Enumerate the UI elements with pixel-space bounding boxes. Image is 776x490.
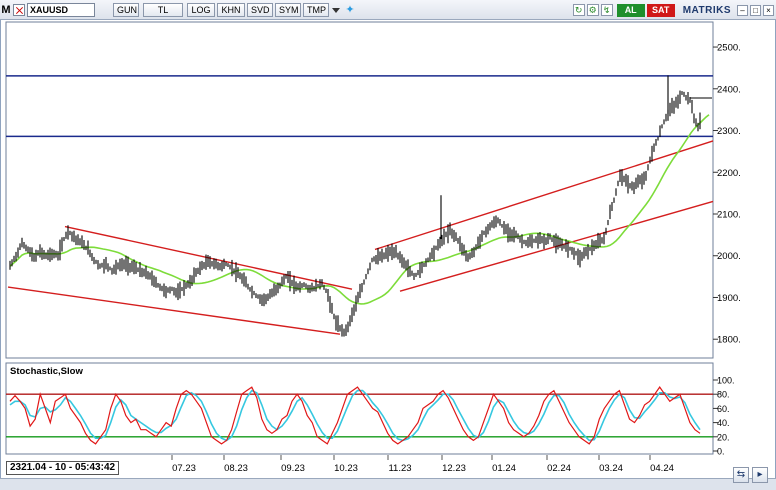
stoch-tick-label: 60. [717,404,730,414]
price-tick-label: 2200. [717,168,741,179]
close-icon[interactable]: × [763,4,774,16]
khn-button[interactable]: KHN [217,2,245,17]
sell-button[interactable]: SAT [646,3,675,17]
stoch-tick-label: 40. [717,418,730,428]
gun-button[interactable]: GUN [113,2,139,17]
log-button[interactable]: LOG [187,2,215,17]
sym-button[interactable]: SYM [275,2,301,17]
horizontal-levels [6,75,713,138]
minimize-icon[interactable]: – [737,4,748,16]
close-symbol-icon[interactable] [13,3,25,16]
time-tick-label: 11.23 [388,463,411,474]
stochastic-axis: 0. 20. 40. 60. 80. 100. [713,376,735,457]
price-tick-label: 2300. [717,126,741,137]
brand-logo: MATRIKS [682,4,731,16]
time-tick-label: 09.23 [281,463,305,474]
scroll-right-icon[interactable]: ▸ [752,467,768,483]
time-tick-label: 08.23 [224,463,248,474]
settings-icon[interactable]: ⚙ [586,4,599,16]
refresh-icon[interactable]: ↻ [572,4,585,16]
time-tick-label: 04.24 [650,463,674,474]
time-tick-label: 07.23 [172,463,196,474]
tmp-button[interactable]: TMP [303,2,329,17]
toolbar-right: ↻ ⚙ ↯ AL SAT MATRIKS – □ × [571,3,774,17]
time-tick-label: 01.24 [492,463,516,474]
time-axis: 07.23 08.23 09.23 10.23 11.23 12.23 01.24 02.24… [171,455,674,474]
price-axis: 1800. 1900. 2000. 2100. 2200. 2300. 2400. 2500. [713,43,741,346]
sync-icon[interactable]: ⇆ [733,467,749,483]
status-bar [0,478,776,490]
stoch-tick-label: 20. [717,432,730,442]
cursor-readout: 2321.04 - 10 - 05:43:42 [6,461,120,475]
tl-button[interactable]: TL [143,2,183,17]
indicator-icon[interactable]: ↯ [600,4,613,16]
menu-m-label[interactable]: M [1,3,11,16]
stochastic-title: Stochastic,Slow [10,366,83,377]
maximize-icon[interactable]: □ [750,4,761,16]
channel-line [374,140,714,251]
toolbar: M XAUUSD GUN TL LOG KHN SVD SYM TMP ✦ ↻ … [0,0,776,20]
time-tick-label: 10.23 [334,463,358,474]
time-tick-label: 03.24 [599,463,623,474]
stoch-tick-label: 80. [717,390,730,400]
symbol-input[interactable]: XAUUSD [27,2,95,17]
stochastic-lines [9,386,701,445]
chevron-down-icon[interactable] [331,3,341,17]
time-tick-label: 02.24 [547,463,571,474]
price-tick-label: 2000. [717,251,741,262]
price-panel [5,21,714,359]
buy-button[interactable]: AL [616,3,645,17]
price-bars [9,75,701,337]
price-tick-label: 1900. [717,293,741,304]
price-tick-label: 2100. [717,210,741,221]
price-tick-label: 1800. [717,335,741,346]
stoch-d-line [9,389,701,442]
stoch-tick-label: 100. [717,376,735,386]
svd-button[interactable]: SVD [247,2,273,17]
price-tick-label: 2400. [717,84,741,95]
channel-line [7,286,341,335]
time-tick-label: 12.23 [442,463,466,474]
twitter-icon[interactable]: ✦ [345,3,355,16]
stoch-tick-label: 0. [717,447,725,457]
price-tick-label: 2500. [717,43,741,54]
stoch-k-line [9,386,701,445]
stochastic-panel [5,362,714,455]
